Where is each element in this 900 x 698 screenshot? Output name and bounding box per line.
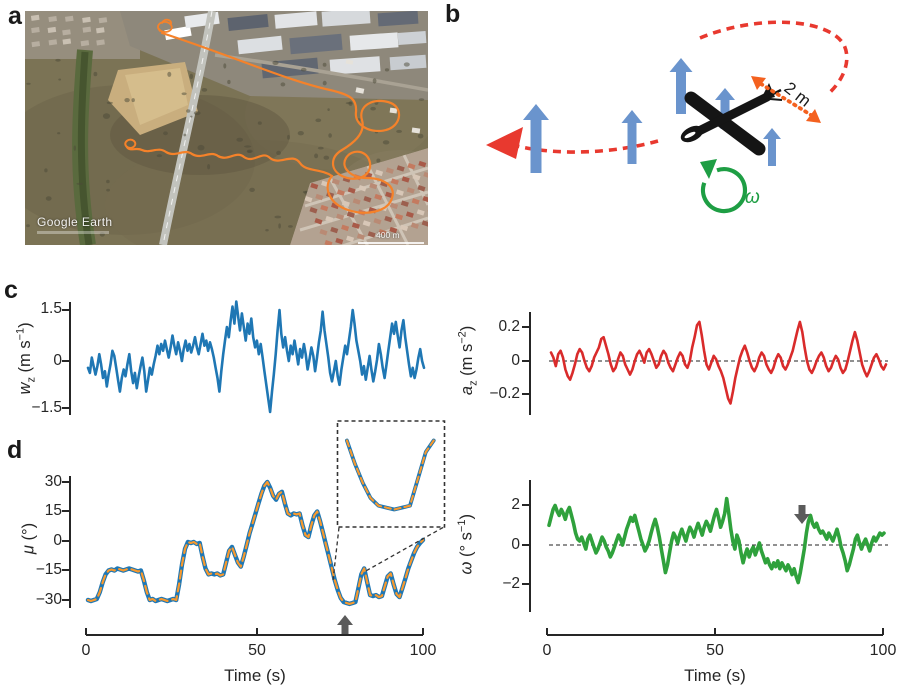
az-trace-group — [549, 320, 888, 405]
updraft-arrow-1 — [523, 104, 549, 173]
omega-symbol-label: ω — [457, 561, 476, 575]
glider — [680, 83, 783, 156]
wz-ytick-0: 1.5 — [40, 300, 62, 317]
wz-trace — [86, 300, 426, 414]
industrial-buildings — [164, 11, 427, 79]
panel-label-d: d — [7, 436, 23, 464]
house-rooftops — [299, 160, 428, 245]
inset-box — [336, 420, 446, 528]
sparse-houses — [345, 59, 421, 134]
mu-ytick-0: 30 — [44, 473, 62, 490]
az-trace — [549, 320, 888, 405]
mu-xaxis-label: Time (s) — [224, 666, 286, 685]
omega-trace — [547, 496, 886, 585]
inset-commanded-trace — [345, 439, 435, 511]
updraft-arrows — [523, 58, 781, 173]
panel-label-c: c — [4, 276, 18, 304]
scale-bar-label: 400 m — [376, 230, 400, 240]
wz-ytick-1: 0 — [53, 352, 62, 369]
updraft-arrow-4 — [715, 88, 735, 129]
glide-path-arrowhead — [486, 127, 523, 159]
az-ytick-1: 0 — [511, 352, 520, 369]
mu-xtick-1: 50 — [248, 642, 266, 659]
wz-symbol: w — [16, 382, 35, 395]
panel-label-b: b — [445, 0, 461, 28]
inset-connector-right — [363, 526, 444, 573]
inset-connector-left — [332, 527, 340, 581]
mu-ytick-1: 15 — [44, 502, 62, 519]
updraft-arrow-5 — [763, 128, 781, 166]
rotation-arc — [700, 167, 748, 214]
mu-ytick-3: −15 — [35, 561, 62, 578]
omega-trace-group — [547, 496, 886, 585]
az-ytick-0: 0.2 — [498, 318, 520, 335]
az-symbol: a — [458, 385, 477, 396]
omega-ytick-0: 2 — [511, 496, 520, 513]
omega-axis-label: ω (° s−1) — [455, 514, 476, 575]
bottom-right-suburb — [290, 148, 428, 245]
mu-commanded-trace — [86, 480, 425, 606]
distance-label: 2 m — [781, 78, 815, 110]
mu-ytick-4: −30 — [35, 591, 62, 608]
top-left-suburb — [30, 14, 108, 48]
omega-ytick-1: 0 — [511, 536, 520, 553]
omega-marker-arrow — [794, 505, 810, 524]
wz-trace-group — [86, 300, 426, 414]
mu-marker-arrow — [337, 615, 353, 634]
attribution-bar — [37, 231, 109, 234]
distance-arrow — [759, 82, 813, 117]
omega-xtick-2: 100 — [869, 642, 897, 659]
updraft-arrow-3 — [669, 58, 693, 114]
panel-label-a: a — [8, 2, 22, 30]
mu-xtick-0: 0 — [81, 642, 91, 659]
az-axis-label: az (m s−2) — [456, 325, 480, 396]
distance-arrowhead-left — [751, 76, 766, 90]
omega-xtick-1: 50 — [706, 642, 724, 659]
updraft-arrow-2 — [621, 110, 643, 164]
satellite-photo — [25, 11, 428, 245]
omega-symbol: ω — [745, 187, 760, 208]
mu-trace-group — [85, 479, 426, 607]
inset-trace-group — [344, 438, 436, 512]
google-earth-watermark: Google Earth — [37, 215, 113, 229]
thermal-circle-path — [699, 20, 849, 97]
glider-diagram: 2 m ω — [486, 20, 849, 214]
mu-ytick-2: 0 — [53, 532, 62, 549]
rotation-arrowhead — [700, 159, 717, 179]
distance-arrowhead-right — [806, 109, 821, 123]
az-ytick-2: −0.2 — [489, 385, 520, 402]
axes — [62, 302, 884, 636]
flight-trajectory — [124, 18, 401, 214]
mu-xtick-2: 100 — [409, 642, 437, 659]
omega-ytick-2: −2 — [502, 575, 520, 592]
wz-ytick-2: −1.5 — [31, 399, 62, 416]
omega-xtick-0: 0 — [542, 642, 552, 659]
omega-xaxis-label: Time (s) — [684, 666, 746, 685]
